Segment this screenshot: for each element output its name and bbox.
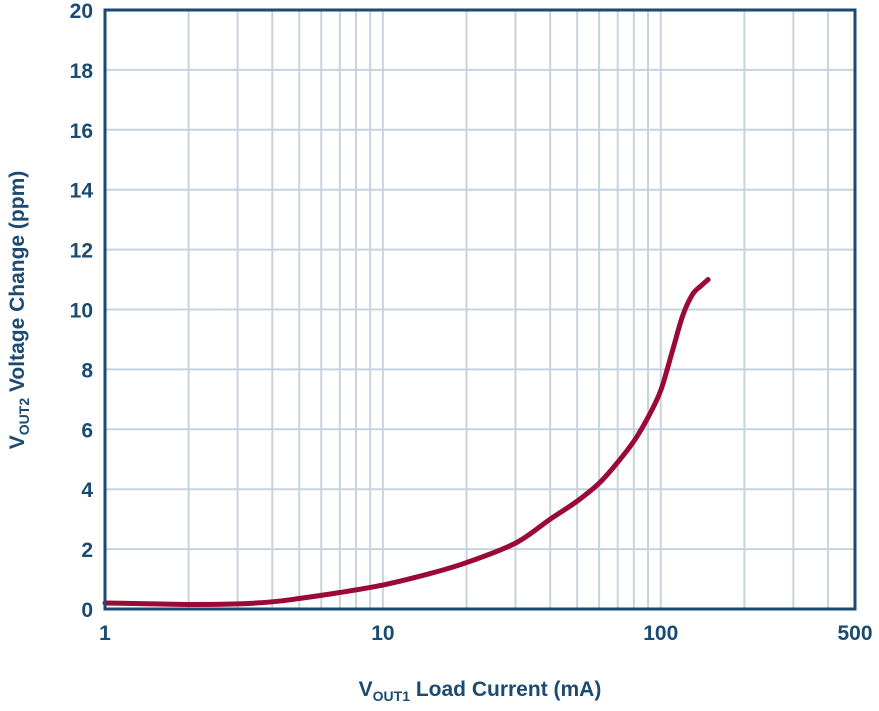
- grid: [105, 10, 856, 609]
- x-tick-label: 500: [837, 622, 872, 645]
- y-axis-label: VOUT2 Voltage Change (ppm): [6, 171, 32, 449]
- x-tick-label: 1: [99, 622, 111, 645]
- series-line: [102, 277, 711, 608]
- y-tick-label: 16: [70, 120, 93, 143]
- y-tick-label: 20: [70, 0, 93, 23]
- y-tick-labels: 0 2 4 6 8 10 12 14 16 18 20: [70, 0, 94, 622]
- y-tick-label: 14: [70, 180, 94, 203]
- y-tick-label: 4: [81, 479, 93, 502]
- y-tick-label: 12: [70, 240, 93, 263]
- y-tick-label: 8: [81, 359, 93, 382]
- x-tick-label: 10: [371, 622, 394, 645]
- x-tick-labels: 1 10 100 500: [99, 622, 872, 645]
- x-tick-label: 100: [643, 622, 678, 645]
- y-tick-label: 6: [81, 419, 93, 442]
- x-axis-label: VOUT1 Load Current (mA): [359, 678, 602, 704]
- y-tick-label: 18: [70, 60, 94, 83]
- y-tick-label: 2: [81, 539, 93, 562]
- plot-frame: [103, 8, 857, 611]
- y-tick-label: 10: [70, 300, 93, 323]
- y-tick-label: 0: [81, 599, 93, 622]
